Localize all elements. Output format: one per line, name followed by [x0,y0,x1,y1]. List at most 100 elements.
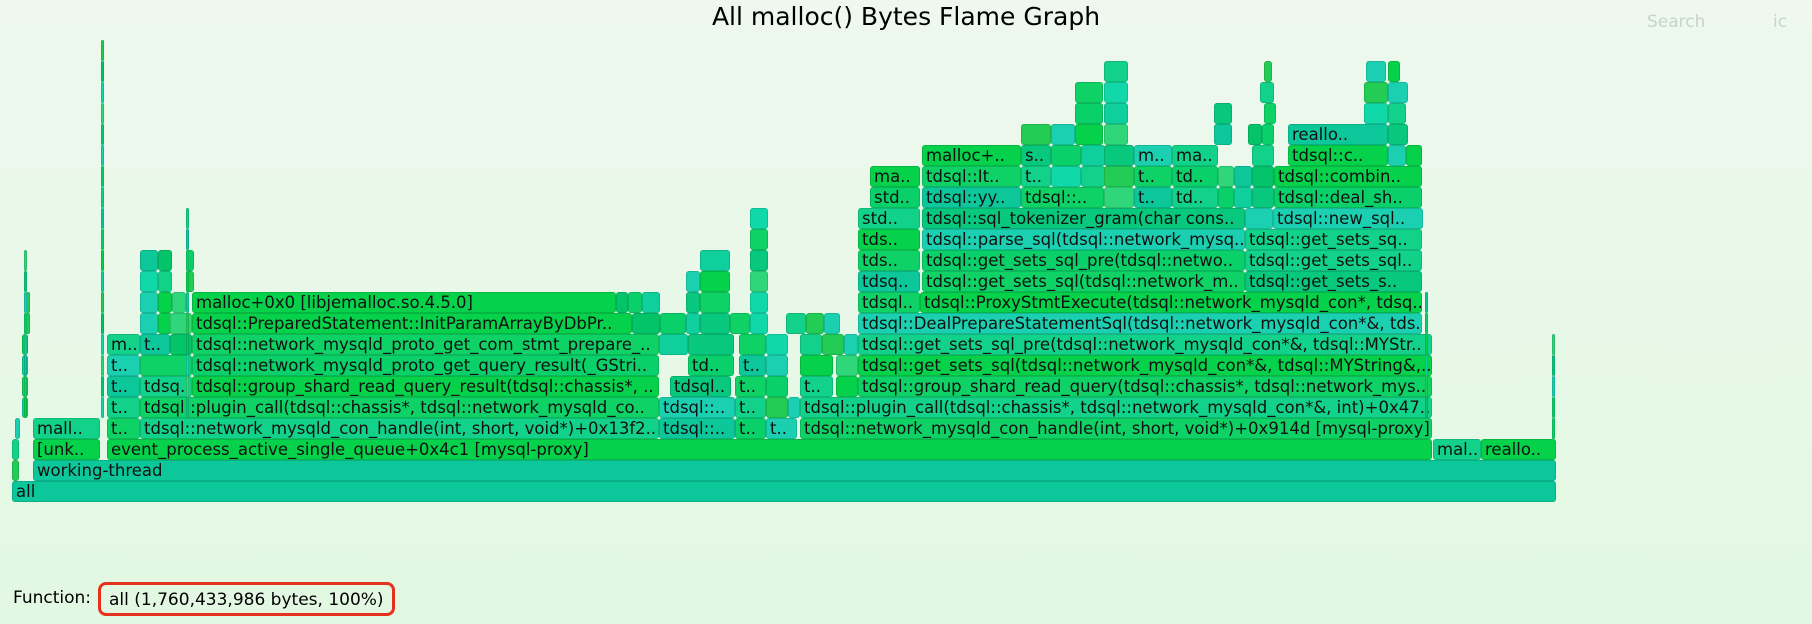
flame-frame[interactable] [1104,82,1128,103]
flame-frame[interactable] [140,271,158,292]
frame-t[interactable]: t.. [107,397,140,418]
flame-frame[interactable] [101,82,104,103]
flame-frame[interactable] [15,418,20,439]
frame-std-short[interactable]: std.. [870,187,920,208]
frame-network-con-handle-left[interactable]: tdsql::network_mysqld_con_handle(int, sh… [140,418,659,439]
flame-frame[interactable] [186,208,189,229]
flame-frame[interactable] [24,355,27,376]
flame-frame[interactable] [186,292,189,313]
flame-frame[interactable] [101,376,104,397]
frame-get-sets-sql-mid[interactable]: tdsql::get_sets_sql(tdsql::network_m.. [922,271,1245,292]
flame-frame[interactable] [739,334,766,355]
flame-frame[interactable] [101,145,104,166]
flame-frame[interactable] [1388,61,1400,82]
flame-frame[interactable] [101,229,104,250]
frame-m[interactable]: m.. [1134,145,1172,166]
frame-get-sets-sql-pre-mid[interactable]: tdsql::get_sets_sql_pre(tdsql::netwo.. [922,250,1245,271]
flame-frame[interactable] [750,271,768,292]
flame-frame[interactable] [101,250,104,271]
frame-t[interactable]: t.. [1021,166,1051,187]
frame-t[interactable]: t.. [735,397,766,418]
flame-frame[interactable] [824,313,840,334]
flame-frame[interactable] [1264,61,1272,82]
flame-frame[interactable] [24,334,27,355]
flame-frame[interactable] [766,334,788,355]
frame-plugin-call-left[interactable]: tdsql::plugin_call(tdsql::chassis*, tdsq… [140,397,659,418]
flame-frame[interactable] [800,334,822,355]
flame-frame[interactable] [822,334,844,355]
flame-frame[interactable] [101,313,104,334]
flame-frame[interactable] [1214,103,1232,124]
flame-frame[interactable] [1214,124,1232,145]
flame-frame[interactable] [186,313,189,334]
flame-frame[interactable] [1234,166,1252,187]
flame-frame[interactable] [1104,61,1128,82]
flame-frame[interactable] [686,292,700,313]
flame-frame[interactable] [1218,166,1234,187]
flame-frame[interactable] [700,250,730,271]
flame-frame[interactable] [101,355,104,376]
flame-frame[interactable] [686,313,700,334]
flame-frame[interactable] [1218,187,1234,208]
flame-frame[interactable] [1425,376,1428,397]
flame-frame[interactable] [1104,145,1134,166]
flame-frame[interactable] [688,334,734,355]
frame-proxy-stmt-execute[interactable]: tdsql::ProxyStmtExecute(tdsql::network_m… [920,292,1422,313]
frame-working-thread[interactable]: working-thread [33,460,1556,481]
frame-group-shard-read-query[interactable]: tdsql::group_shard_read_query(tdsql::cha… [858,376,1432,397]
frame-t[interactable]: t.. [800,376,833,397]
flame-frame[interactable] [1252,145,1274,166]
frame-realloc-right[interactable]: reallo.. [1481,439,1556,460]
frame-s-short[interactable]: s.. [1021,145,1051,166]
frame-tdsql-c[interactable]: tdsql::c.. [1288,145,1388,166]
flame-frame[interactable] [1075,103,1103,124]
flame-frame[interactable] [1552,397,1555,418]
frame-combin[interactable]: tdsql::combin.. [1274,166,1422,187]
flame-frame[interactable] [788,397,800,418]
flame-frame[interactable] [12,439,19,460]
flame-frame[interactable] [628,292,642,313]
flame-frame[interactable] [172,292,186,313]
flame-frame[interactable] [750,208,768,229]
flame-frame[interactable] [1081,166,1105,187]
frame-t[interactable]: t.. [739,355,766,376]
flame-frame[interactable] [158,271,172,292]
frame-get-sets-s[interactable]: tdsql::get_sets_s.. [1245,271,1422,292]
flame-frame[interactable] [1364,82,1388,103]
flame-frame[interactable] [632,313,660,334]
frame-reallo-top[interactable]: reallo.. [1288,124,1388,145]
flame-frame[interactable] [730,313,750,334]
flame-frame[interactable] [1252,187,1274,208]
frame-it[interactable]: tdsql::It.. [922,166,1021,187]
frame-ma-short[interactable]: ma.. [870,166,920,187]
flame-frame[interactable] [1552,355,1555,376]
frame-plugin-call-right[interactable]: tdsql::plugin_call(tdsql::chassis*, tdsq… [800,397,1432,418]
flame-frame[interactable] [642,292,660,313]
frame-get-query-result[interactable]: tdsql::network_mysqld_proto_get_query_re… [192,355,659,376]
flame-frame[interactable] [101,40,104,61]
frame-tds[interactable]: tds.. [858,250,920,271]
frame-get-sets-sql-r1[interactable]: tdsql::get_sets_sql.. [1245,250,1422,271]
frame-network-con-handle-right[interactable]: tdsql::network_mysqld_con_handle(int, sh… [800,418,1432,439]
flame-frame[interactable] [766,355,788,376]
flame-frame[interactable] [686,271,700,292]
flame-frame[interactable] [1021,124,1051,145]
frame-yy[interactable]: tdsql::yy.. [922,187,1021,208]
frame-t[interactable]: t.. [107,418,140,439]
flame-frame[interactable] [1104,124,1128,145]
flame-frame[interactable] [1051,166,1081,187]
flame-frame[interactable] [140,313,158,334]
flame-frame[interactable] [836,355,858,376]
flame-frame[interactable] [1075,82,1103,103]
flame-frame[interactable] [1552,334,1555,355]
frame-parse-sql[interactable]: tdsql::parse_sql(tdsql::network_mysq.. [922,229,1245,250]
flame-frame[interactable] [1406,145,1422,166]
flame-frame[interactable] [1081,145,1105,166]
frame-t[interactable]: t.. [1134,166,1172,187]
flame-frame[interactable] [186,397,189,418]
flame-frame[interactable] [1051,145,1081,166]
frame-ma-dot[interactable]: ma.. [1172,145,1218,166]
flame-frame[interactable] [101,103,104,124]
flame-frame[interactable] [616,292,628,313]
frame-deal-prepare[interactable]: tdsql::DealPrepareStatementSql(tdsql::ne… [858,313,1422,334]
